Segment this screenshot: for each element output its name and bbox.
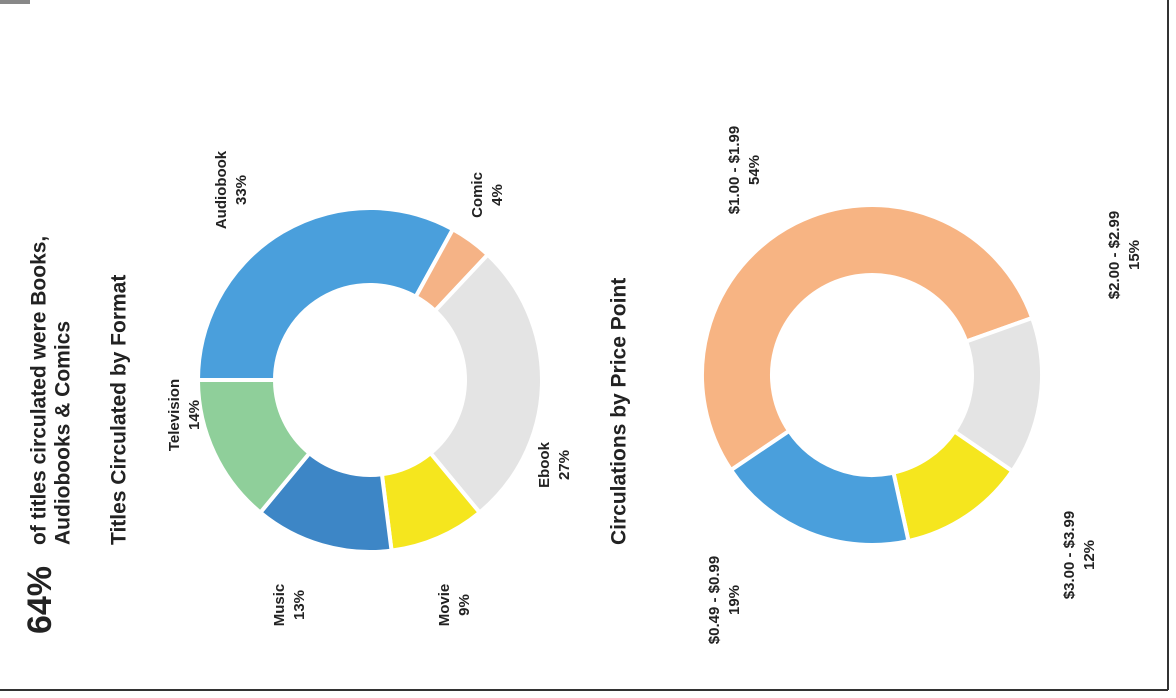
donut-segment xyxy=(195,206,456,382)
donut-segment xyxy=(728,428,911,547)
donut-segment xyxy=(427,251,544,516)
segment-value-label: 13% xyxy=(291,590,308,620)
headline-text: Audiobooks & Comics xyxy=(52,321,75,545)
segment-label: Comic xyxy=(469,172,486,218)
chart-title: Circulations by Price Point xyxy=(608,278,631,545)
segment-label: Television xyxy=(166,379,183,451)
donut-segment xyxy=(700,203,1035,473)
segment-label: $0.49 - $0.99 xyxy=(706,556,723,644)
chart-title: Titles Circulated by Format xyxy=(108,275,131,545)
headline-text: of titles circulated were Books, xyxy=(28,236,51,545)
segment-value-label: 33% xyxy=(233,175,250,205)
donut-segment xyxy=(195,378,313,516)
scan-mark xyxy=(0,0,30,4)
segment-value-label: 19% xyxy=(726,585,743,615)
segment-label: Movie xyxy=(436,584,453,627)
segment-label: $1.00 - $1.99 xyxy=(726,126,743,214)
segment-label: $2.00 - $2.99 xyxy=(1106,211,1123,299)
segment-value-label: 27% xyxy=(556,450,573,480)
segment-value-label: 12% xyxy=(1081,540,1098,570)
segment-value-label: 14% xyxy=(186,400,203,430)
segment-value-label: 54% xyxy=(746,155,763,185)
segment-value-label: 9% xyxy=(456,594,473,616)
segment-label: Music xyxy=(271,584,288,627)
segment-label: Audiobook xyxy=(213,150,230,229)
headline-value: 64% xyxy=(21,566,59,634)
segment-value-label: 15% xyxy=(1126,240,1143,270)
segment-label: Ebook xyxy=(536,441,553,487)
segment-value-label: 4% xyxy=(489,184,506,206)
segment-label: $3.00 - $3.99 xyxy=(1061,511,1078,599)
